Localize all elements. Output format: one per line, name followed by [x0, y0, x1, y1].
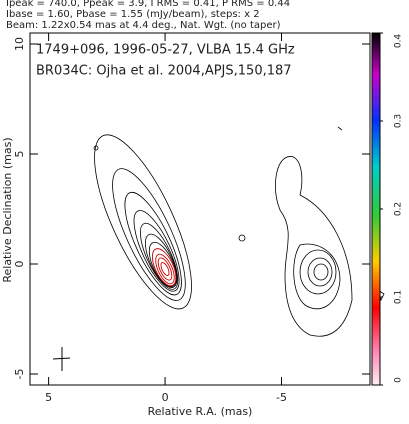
- header-line: Ibase = 1.60, Pbase = 1.55 (mJy/beam), s…: [6, 9, 260, 20]
- header-line: Beam: 1.22x0.54 mas at 4.4 deg., Nat. Wg…: [6, 20, 281, 31]
- x-tick-label: -5: [276, 391, 287, 404]
- colorbar-tick-label: 0.4: [394, 34, 404, 49]
- colorbar-tick-label: 0: [394, 377, 404, 383]
- y-tick-label: 0: [13, 261, 26, 268]
- annotation: 1749+096, 1996-05-27, VLBA 15.4 GHz: [36, 43, 295, 58]
- y-tick-label: -5: [13, 369, 26, 380]
- contours: [93, 126, 385, 337]
- header-line: Ipeak = 740.0, Ppeak = 3.9, I RMS = 0.41…: [6, 0, 290, 9]
- y-tick-label: 5: [13, 151, 26, 158]
- y-tick-label: 10: [13, 37, 26, 51]
- colorbar-tick-label: 0.1: [394, 290, 404, 304]
- plot-frame: [29, 32, 371, 386]
- x-tick-label: 0: [162, 391, 169, 404]
- x-tick-label: 5: [45, 391, 52, 404]
- colorbar-tick-label: 0.3: [394, 114, 404, 128]
- x-axis-label: Relative R.A. (mas): [148, 405, 253, 418]
- y-axis-label: Relative Declination (mas): [1, 137, 14, 282]
- colorbar: [371, 32, 381, 386]
- colorbar-tick-label: 0.2: [394, 202, 404, 216]
- annotation: BR034C: Ojha et al. 2004,APJS,150,187: [36, 64, 292, 79]
- beam-marker: [52, 347, 71, 371]
